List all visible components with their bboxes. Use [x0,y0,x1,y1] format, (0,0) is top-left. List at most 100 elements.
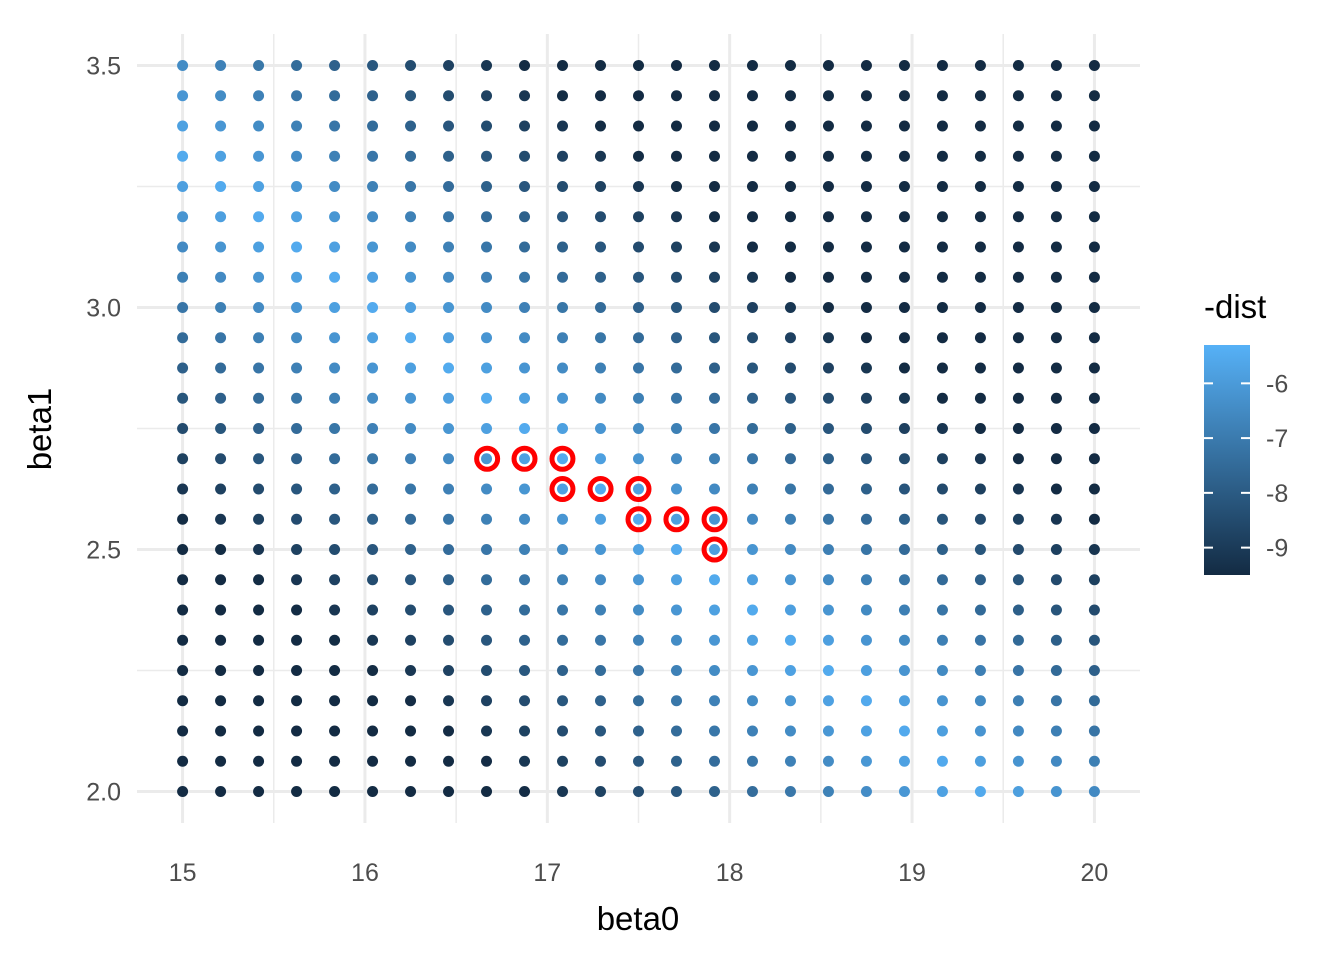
data-point [519,180,531,192]
data-point [670,786,682,798]
data-point [784,362,796,374]
data-point [177,513,189,525]
data-point [519,120,531,132]
data-point [1088,150,1100,162]
data-point [367,90,379,102]
data-point [822,544,834,556]
data-point [557,725,569,737]
color-legend: -dist -6 -7 -8 -9 [1204,288,1288,575]
data-point [215,544,227,556]
data-point [822,483,834,495]
data-point [557,544,569,556]
data-point [898,665,910,677]
data-point [595,211,607,223]
data-point [405,725,417,737]
data-point [329,634,341,646]
data-point [367,513,379,525]
data-point [860,211,872,223]
data-point [557,90,569,102]
data-point [329,786,341,798]
data-point [633,301,644,313]
data-point [633,604,644,616]
data-point [443,574,455,586]
data-point [215,786,227,798]
data-point [860,271,872,283]
data-point [519,725,531,737]
data-point [253,513,265,525]
data-point [1088,362,1100,374]
data-point [215,332,227,344]
data-point [481,362,493,374]
data-point [405,634,417,646]
y-axis-tick-labels: 2.0 2.5 3.0 3.5 [86,52,121,806]
data-point [1012,392,1024,404]
data-point [822,634,834,646]
data-point [822,574,834,586]
data-point [936,544,948,556]
data-point [291,755,303,767]
data-point [708,574,720,586]
data-point [1012,301,1024,313]
data-point [633,362,644,374]
data-point [443,392,455,404]
data-point [1050,665,1062,677]
data-point [215,271,227,283]
data-point [633,120,644,132]
data-point [974,423,986,434]
data-point [1012,483,1024,495]
data-point [746,90,758,102]
data-point [708,90,720,102]
data-point [1050,453,1062,465]
data-point [822,755,834,767]
data-point [519,665,531,677]
data-point [1012,150,1024,162]
data-point [784,301,796,313]
data-point [784,150,796,162]
data-point [670,634,682,646]
data-point [443,786,455,798]
data-point [405,241,417,253]
y-tick-label: 3.5 [86,52,121,80]
data-point [974,665,986,677]
data-point [595,332,607,344]
data-point [898,241,910,253]
data-point [177,695,189,707]
data-point [1012,59,1024,71]
data-point [405,423,417,434]
data-point [860,392,872,404]
data-point [253,423,265,434]
data-point [595,120,607,132]
data-point [519,362,531,374]
data-point [557,453,569,465]
data-point [215,755,227,767]
data-point [1012,211,1024,223]
data-point [633,513,644,525]
data-point [746,786,758,798]
data-point [860,513,872,525]
data-point [367,544,379,556]
data-point [860,301,872,313]
data-point [519,453,531,465]
data-points [177,59,1100,798]
data-point [974,150,986,162]
data-point [291,574,303,586]
legend-tick-label: -8 [1266,480,1288,508]
data-point [367,574,379,586]
data-point [405,301,417,313]
data-point [405,332,417,344]
data-point [1050,786,1062,798]
data-point [557,180,569,192]
data-point [633,150,644,162]
data-point [291,271,303,283]
data-point [253,725,265,737]
data-point [253,574,265,586]
data-point [936,513,948,525]
data-point [822,362,834,374]
data-point [708,59,720,71]
data-point [633,271,644,283]
data-point [253,544,265,556]
data-point [633,725,644,737]
data-point [519,59,531,71]
data-point [367,59,379,71]
data-point [936,271,948,283]
